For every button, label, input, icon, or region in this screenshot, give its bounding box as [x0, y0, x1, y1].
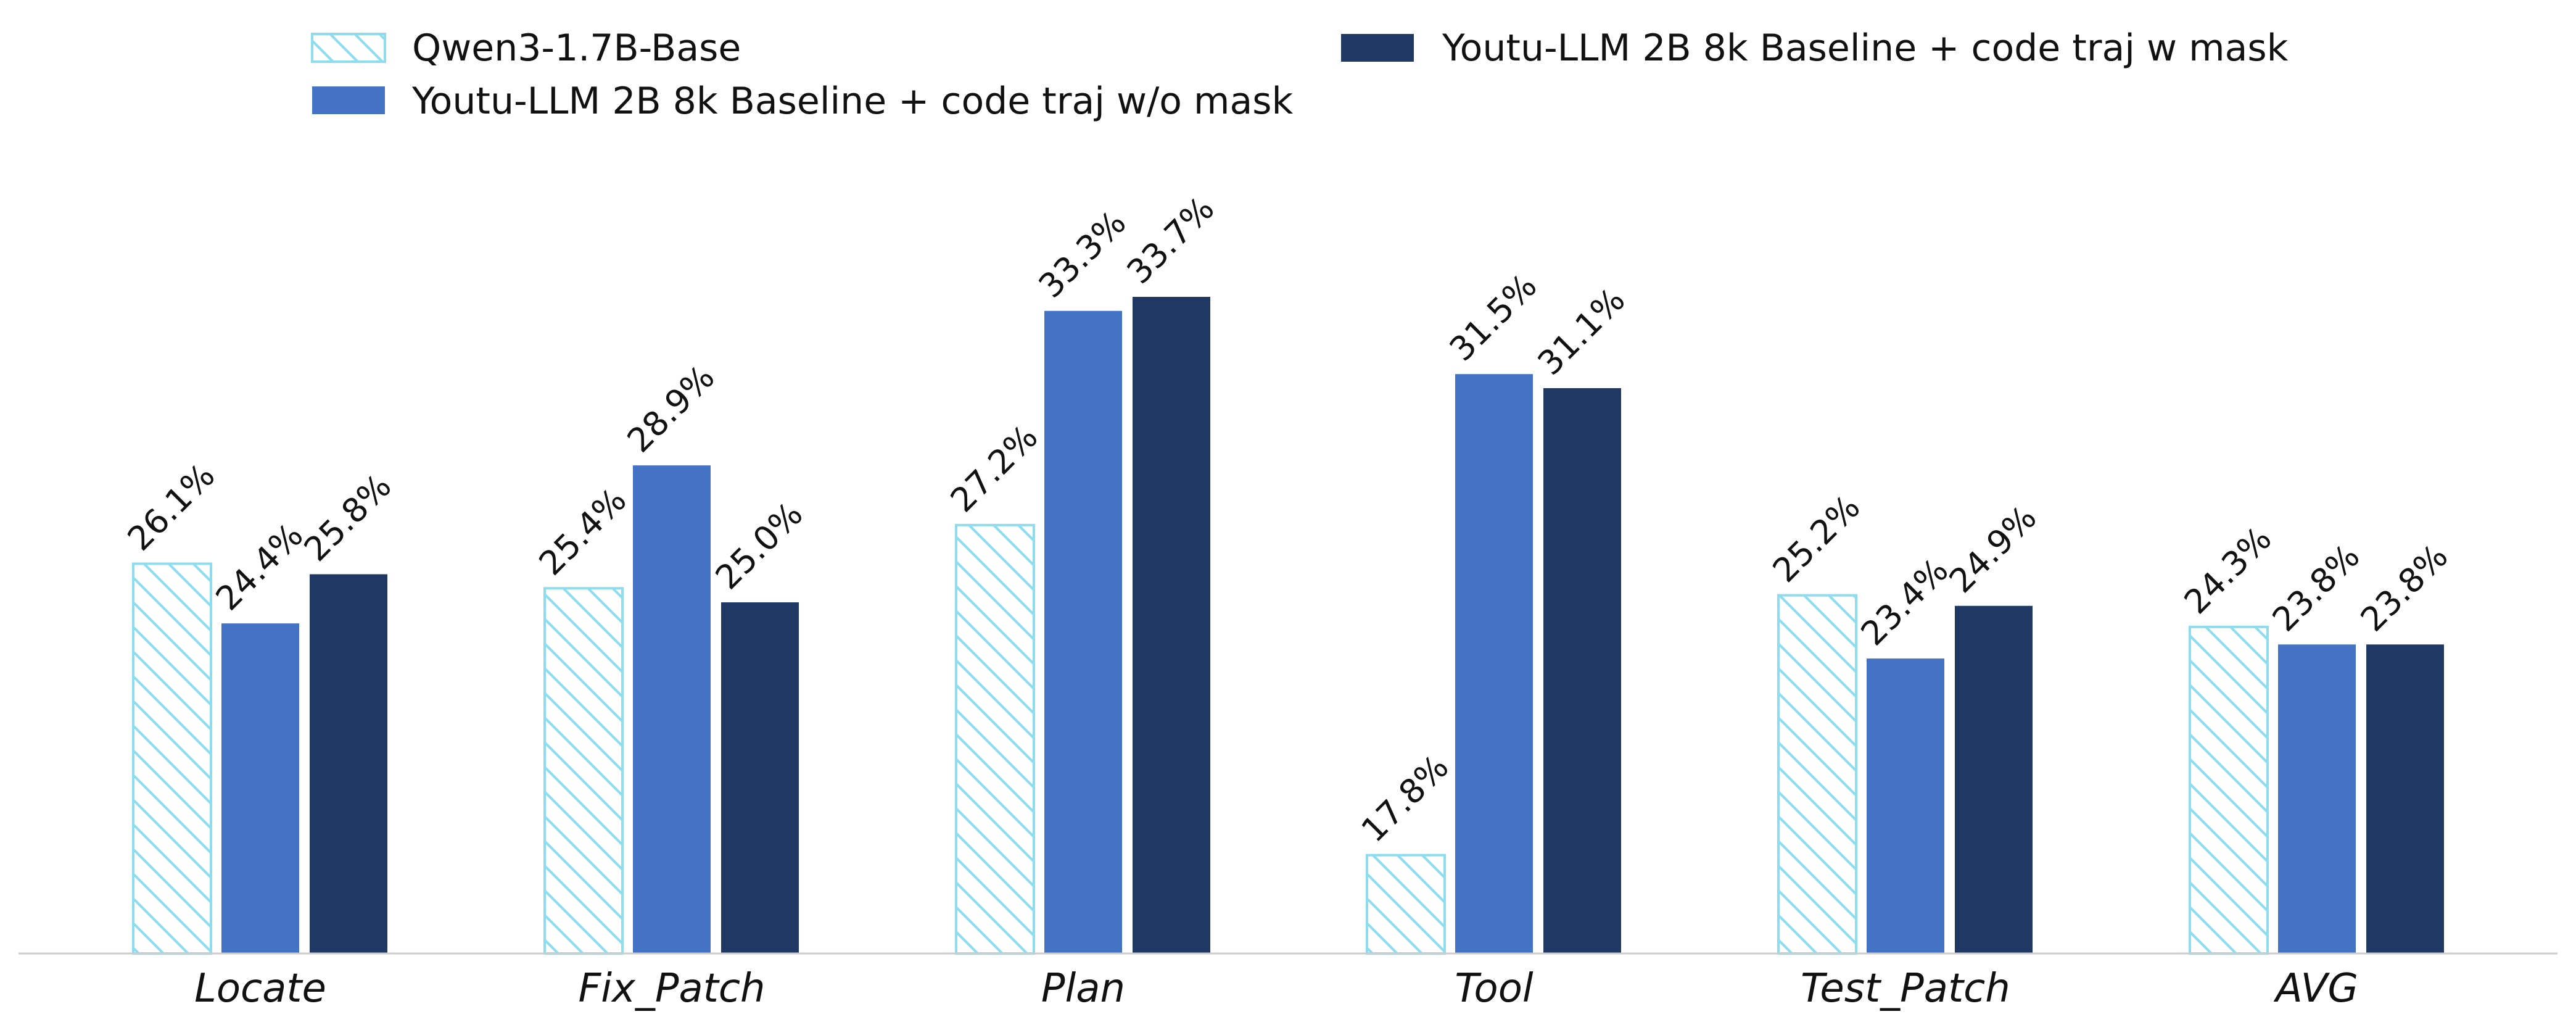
x-tick-label-plan: Plan — [1041, 966, 1125, 1011]
x-tick-label-fix-patch: Fix_Patch — [578, 966, 765, 1011]
value-label-with-mask-tool: 31.1% — [1530, 280, 1633, 383]
legend-label-with-mask: Youtu-LLM 2B 8k Baseline + code traj w m… — [1442, 27, 2289, 70]
legend-swatch-qwen — [311, 33, 386, 63]
bar-without-mask-test-patch — [1867, 658, 1944, 953]
bar-qwen-locate — [132, 562, 212, 955]
bar-without-mask-plan — [1044, 310, 1122, 953]
value-label-without-mask-avg: 23.8% — [2265, 537, 2368, 639]
bar-without-mask-locate — [221, 623, 299, 953]
value-label-with-mask-avg: 23.8% — [2353, 537, 2456, 639]
value-label-qwen-test-patch: 25.2% — [1765, 488, 1868, 590]
value-label-with-mask-test-patch: 24.9% — [1942, 498, 2044, 600]
bar-with-mask-avg — [2366, 644, 2444, 953]
value-label-without-mask-locate: 24.4% — [208, 515, 311, 618]
x-tick-label-avg: AVG — [2273, 966, 2358, 1011]
value-labels-layer: 26.1%24.4%25.8% 25.4% 28.9% 25.0% 27.2% 33.3%… — [120, 189, 2456, 850]
bar-with-mask-test-patch — [1955, 605, 2033, 953]
bars-layer — [132, 297, 2444, 955]
value-label-without-mask-fix-patch: 28.9% — [620, 357, 722, 460]
legend-entry-with-mask: Youtu-LLM 2B 8k Baseline + code traj w m… — [1341, 27, 2289, 70]
value-label-with-mask-fix-patch: 25.0% — [708, 494, 811, 597]
x-tick-label-test-patch: Test_Patch — [1801, 966, 2010, 1011]
bar-without-mask-tool — [1455, 374, 1533, 953]
bar-without-mask-fix-patch — [633, 465, 711, 953]
value-label-qwen-locate: 26.1% — [120, 456, 223, 559]
x-tick-label-locate: Locate — [194, 966, 326, 1011]
value-label-qwen-fix-patch: 25.4% — [532, 481, 634, 583]
value-label-with-mask-plan: 33.7% — [1120, 189, 1222, 291]
bar-with-mask-plan — [1133, 297, 1210, 953]
legend: Qwen3-1.7B-Base Youtu-LLM 2B 8k Baseline… — [311, 27, 2289, 123]
bar-without-mask-avg — [2278, 644, 2356, 953]
bar-qwen-test-patch — [1777, 594, 1857, 955]
value-label-qwen-tool: 17.8% — [1354, 747, 1456, 850]
bar-with-mask-locate — [310, 574, 387, 953]
value-label-with-mask-locate: 25.8% — [297, 467, 399, 569]
bar-with-mask-fix-patch — [721, 602, 799, 953]
bar-qwen-avg — [2189, 625, 2269, 955]
value-label-without-mask-tool: 31.5% — [1442, 267, 1545, 369]
x-tick-label-tool: Tool — [1455, 966, 1534, 1011]
legend-label-qwen: Qwen3-1.7B-Base — [412, 27, 741, 70]
x-tick-labels: Locate Fix_Patch Plan Tool Test_Patch AVG — [194, 966, 2358, 1011]
legend-label-without-mask: Youtu-LLM 2B 8k Baseline + code traj w/o… — [411, 80, 1294, 123]
bar-qwen-fix-patch — [543, 587, 624, 955]
value-label-without-mask-test-patch: 23.4% — [1854, 550, 1956, 653]
legend-entry-without-mask: Youtu-LLM 2B 8k Baseline + code traj w/o… — [312, 80, 1294, 123]
value-label-without-mask-plan: 33.3% — [1031, 203, 1134, 305]
legend-swatch-with-mask — [1341, 34, 1414, 62]
bar-with-mask-tool — [1543, 388, 1621, 953]
legend-swatch-without-mask — [312, 86, 385, 114]
bar-qwen-tool — [1366, 853, 1446, 955]
value-label-qwen-avg: 24.3% — [2177, 519, 2279, 621]
legend-entry-qwen: Qwen3-1.7B-Base — [311, 27, 741, 70]
bar-qwen-plan — [955, 523, 1035, 955]
value-label-qwen-plan: 27.2% — [943, 417, 1046, 520]
